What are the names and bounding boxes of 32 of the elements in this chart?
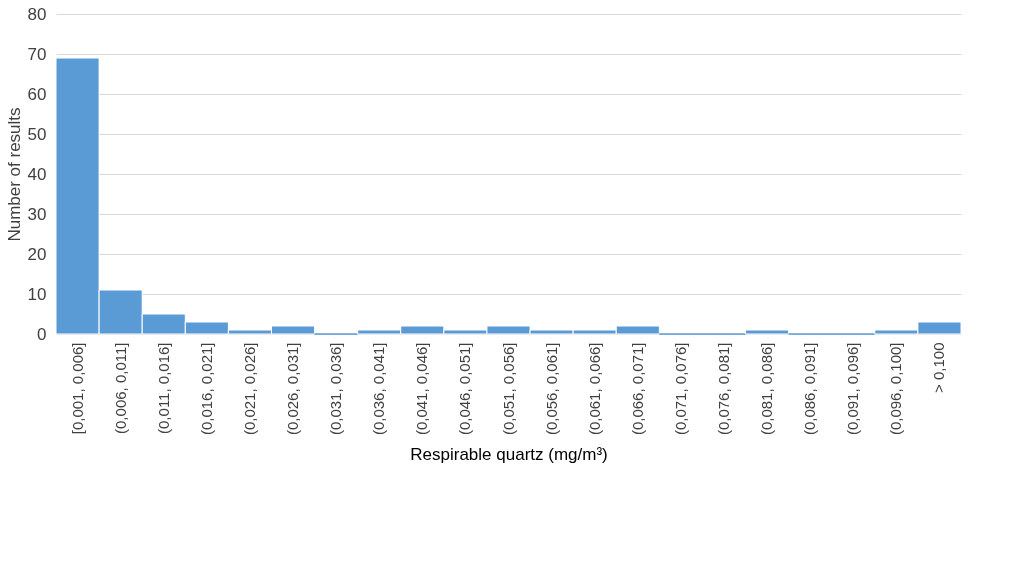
x-tick-label: (0,071, 0,076] [671,342,689,436]
y-tick-label: 60 [27,84,47,104]
x-tick-label: (0,051, 0,056] [499,342,517,436]
y-tick-label: 10 [27,284,47,304]
x-tick-label: (0,066, 0,071] [628,342,646,436]
x-tick-label: (0,086, 0,091] [801,342,819,436]
y-tick-label: 80 [27,4,47,24]
x-tick-label: (0,096, 0,100] [887,342,905,436]
x-tick-label: (0,046, 0,051] [456,342,474,436]
x-axis-title: Respirable quartz (mg/m³) [410,445,608,465]
y-tick-label: 20 [27,244,47,264]
x-tick-label: (0,061, 0,066] [585,342,603,436]
x-tick-label: (0,021, 0,026] [240,342,258,436]
x-tick-label: (0,056, 0,061] [542,342,560,436]
x-tick-label: (0,016, 0,021] [197,342,215,436]
x-tick-label: [0,001, 0,006] [68,342,86,435]
y-tick-label: 40 [27,164,47,184]
x-tick-label: (0,091, 0,096] [844,342,862,436]
x-tick-label: (0,031, 0,036] [327,342,345,436]
x-tick-label: (0,076, 0,081] [714,342,732,436]
y-tick-label: 30 [27,204,47,224]
y-tick-label: 70 [27,44,47,64]
y-tick-label: 50 [27,124,47,144]
y-axis-title: Number of results [4,107,24,242]
x-tick-label: (0,041, 0,046] [413,342,431,436]
y-tick-label: 0 [37,324,47,344]
x-tick-label: (0,081, 0,086] [758,342,776,436]
x-tick-label: > 0,100 [930,342,948,393]
x-tick-label: (0,026, 0,031] [284,342,302,436]
x-tick-label: (0,006, 0,011] [111,342,129,434]
x-tick-label: (0,011, 0,016] [154,342,172,434]
x-tick-label: (0,036, 0,041] [370,342,388,436]
